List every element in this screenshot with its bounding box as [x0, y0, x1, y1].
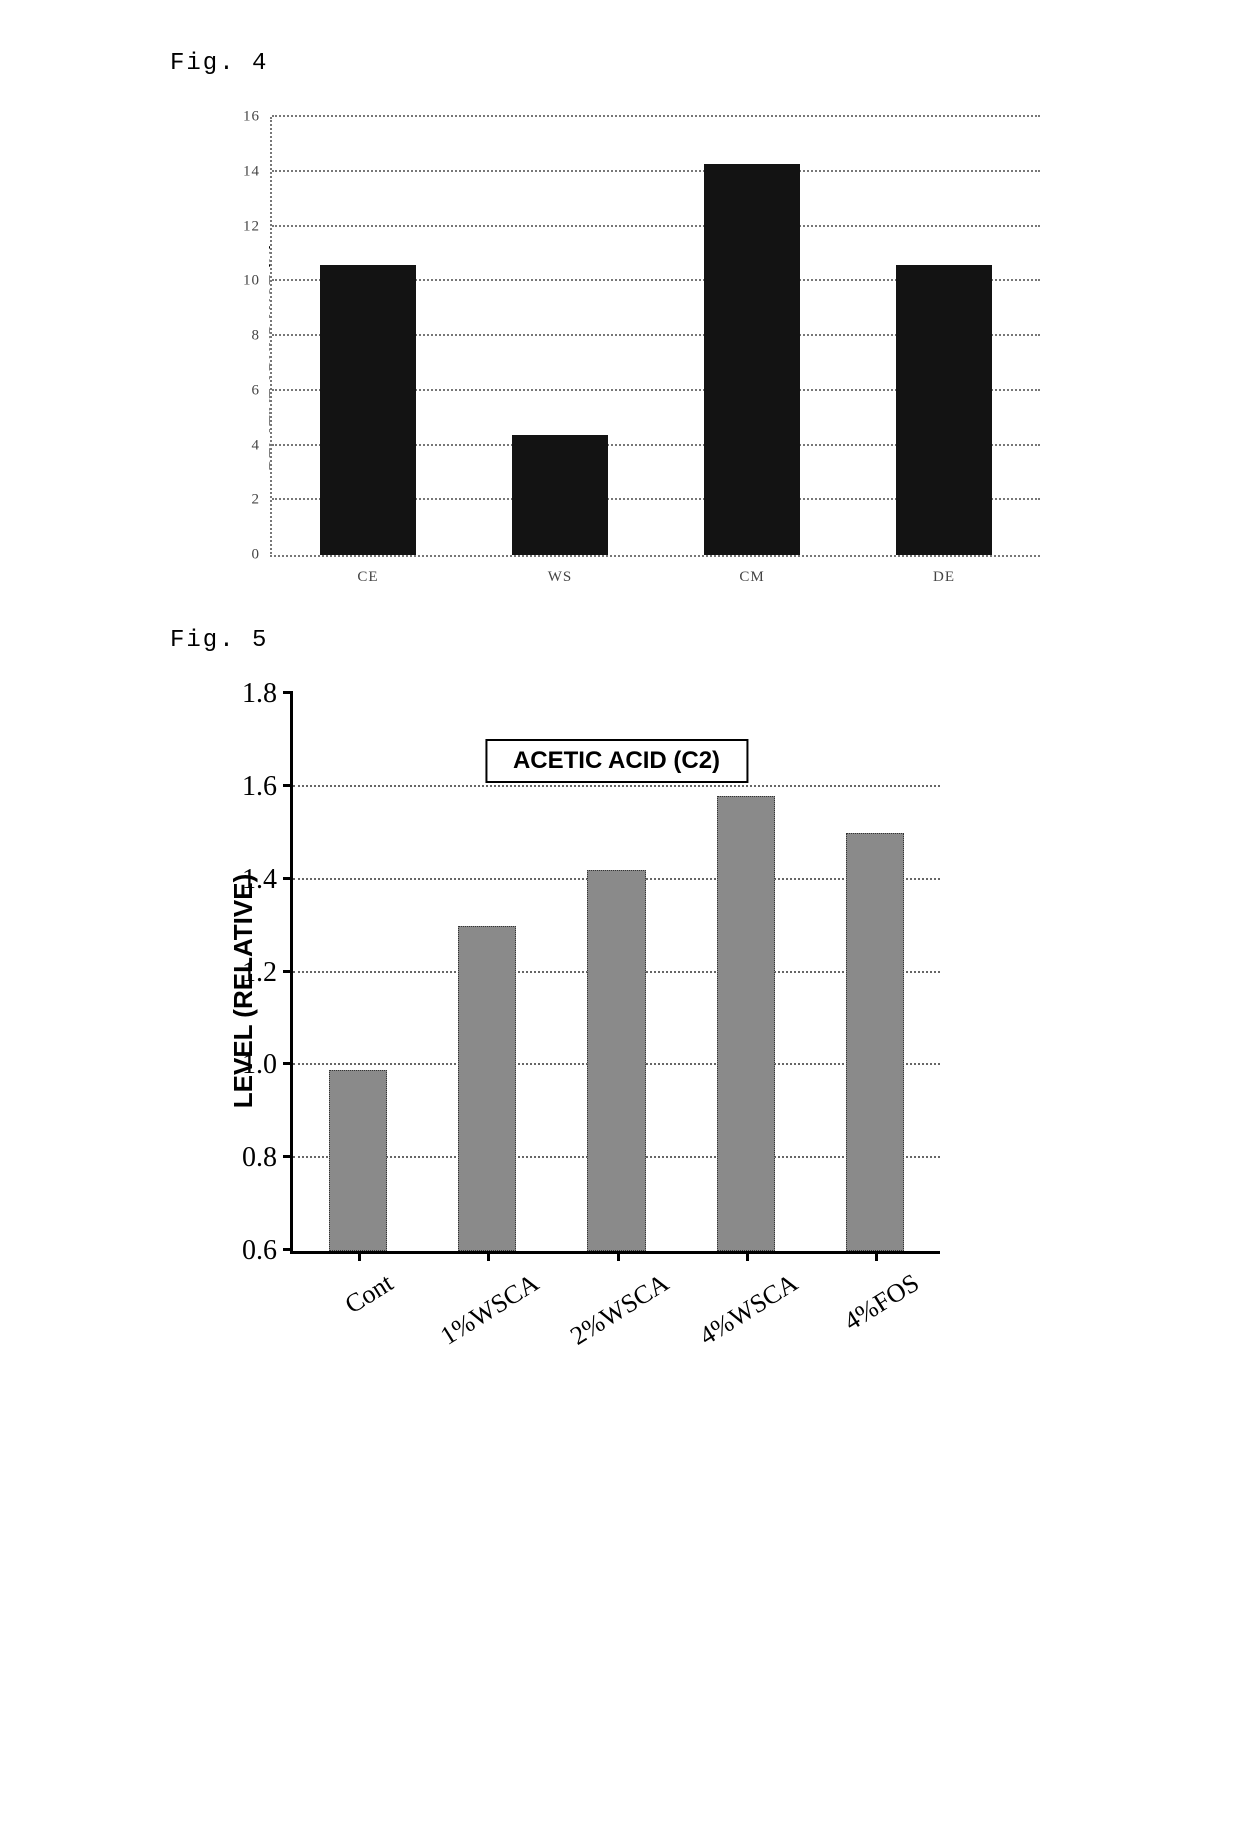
fig5-xcat: 4%WSCA	[684, 1251, 804, 1352]
fig5-ytick: 1.6	[242, 771, 293, 803]
fig4-gridline	[272, 225, 1040, 227]
fig4-ytick: 16	[243, 109, 272, 126]
fig5-xtickmark	[746, 1251, 749, 1261]
fig4-ytick: 10	[243, 273, 272, 290]
fig4-bar	[320, 265, 416, 555]
fig5-xcat: Cont	[329, 1251, 398, 1320]
fig4-xcat: WS	[548, 555, 573, 586]
fig5-ytick: 0.8	[242, 1142, 293, 1174]
fig5-chart: LEVEL (RELATIVE) ACETIC ACID (C2) 0.60.8…	[160, 684, 980, 1324]
fig4-ytick: 2	[252, 492, 273, 509]
fig5-bar	[329, 1070, 387, 1251]
fig5-bar	[846, 833, 904, 1251]
fig5-bar	[458, 926, 516, 1251]
fig4-ytick: 12	[243, 218, 272, 235]
fig4-gridline	[272, 115, 1040, 117]
fig5-ytick: 1.0	[242, 1049, 293, 1081]
fig4-ytick: 0	[252, 547, 273, 564]
fig4-label: Fig. 4	[170, 50, 1190, 77]
fig5-label: Fig. 5	[170, 627, 1190, 654]
fig5-gridline	[293, 785, 940, 787]
fig4-ytick: 6	[252, 382, 273, 399]
fig5-ytick: 1.2	[242, 957, 293, 989]
fig4-xcat: CM	[739, 555, 764, 586]
fig4-bar	[512, 435, 608, 555]
fig4-xcat: DE	[933, 555, 955, 586]
fig4-ytick: 4	[252, 437, 273, 454]
fig5-xtickmark	[875, 1251, 878, 1261]
fig5-ytick: 0.6	[242, 1235, 293, 1267]
fig5-bar	[717, 796, 775, 1251]
fig5-xtickmark	[487, 1251, 490, 1261]
fig5-plot-area: ACETIC ACID (C2) 0.60.81.01.21.41.61.8Co…	[290, 694, 940, 1254]
fig5-xcat: 2%WSCA	[554, 1251, 674, 1352]
fig4-bar	[896, 265, 992, 555]
fig5-bar	[587, 870, 645, 1251]
fig4-gridline	[272, 170, 1040, 172]
fig4-chart: RELATIVE ABUNDANCE (%) 0246810121416CEWS…	[190, 107, 1050, 607]
fig5-xcat: 4%FOS	[829, 1251, 925, 1337]
fig4-xcat: CE	[357, 555, 378, 586]
fig5-ytick: 1.4	[242, 864, 293, 896]
fig5-xtickmark	[617, 1251, 620, 1261]
fig4-ytick: 14	[243, 163, 272, 180]
fig5-ytick: 1.8	[242, 678, 293, 710]
fig4-plot-area: 0246810121416CEWSCMDE	[270, 117, 1040, 557]
fig5-xcat: 1%WSCA	[425, 1251, 545, 1352]
fig4-bar	[704, 164, 800, 555]
fig5-title: ACETIC ACID (C2)	[485, 739, 748, 783]
fig4-ytick: 8	[252, 328, 273, 345]
